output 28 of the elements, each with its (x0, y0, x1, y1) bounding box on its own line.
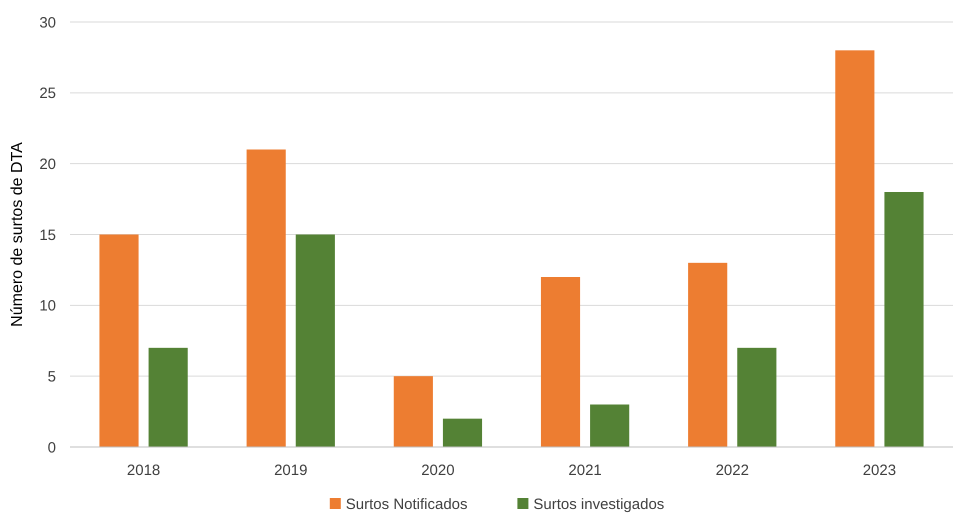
bar (246, 150, 286, 447)
x-tick-label: 2023 (862, 462, 896, 479)
x-tick-label: 2022 (716, 462, 749, 479)
y-tick-label: 0 (48, 439, 56, 456)
x-tick-label: 2018 (126, 462, 160, 479)
bar (884, 192, 924, 447)
x-tick-label: 2020 (421, 462, 455, 479)
y-tick-label: 5 (48, 368, 56, 386)
y-axis-title: Número de surtos de DTA (9, 142, 26, 327)
x-tick-label: 2021 (568, 462, 602, 479)
bar (99, 234, 139, 447)
y-tick-label: 10 (39, 298, 56, 315)
bar (590, 404, 630, 447)
bar (442, 418, 482, 447)
bar (835, 50, 874, 447)
y-tick-label: 20 (39, 156, 56, 173)
y-tick-label: 15 (39, 226, 56, 244)
bar (688, 262, 728, 447)
bar (737, 348, 776, 447)
y-tick-label: 30 (39, 14, 56, 32)
legend-label: Surtos investigados (533, 496, 664, 513)
y-tick-label: 25 (39, 85, 56, 102)
bar (296, 234, 335, 447)
bar (394, 376, 433, 447)
legend-label: Surtos Notificados (346, 496, 468, 513)
bar (148, 348, 188, 447)
bar (540, 277, 580, 447)
x-tick-label: 2019 (274, 462, 308, 479)
